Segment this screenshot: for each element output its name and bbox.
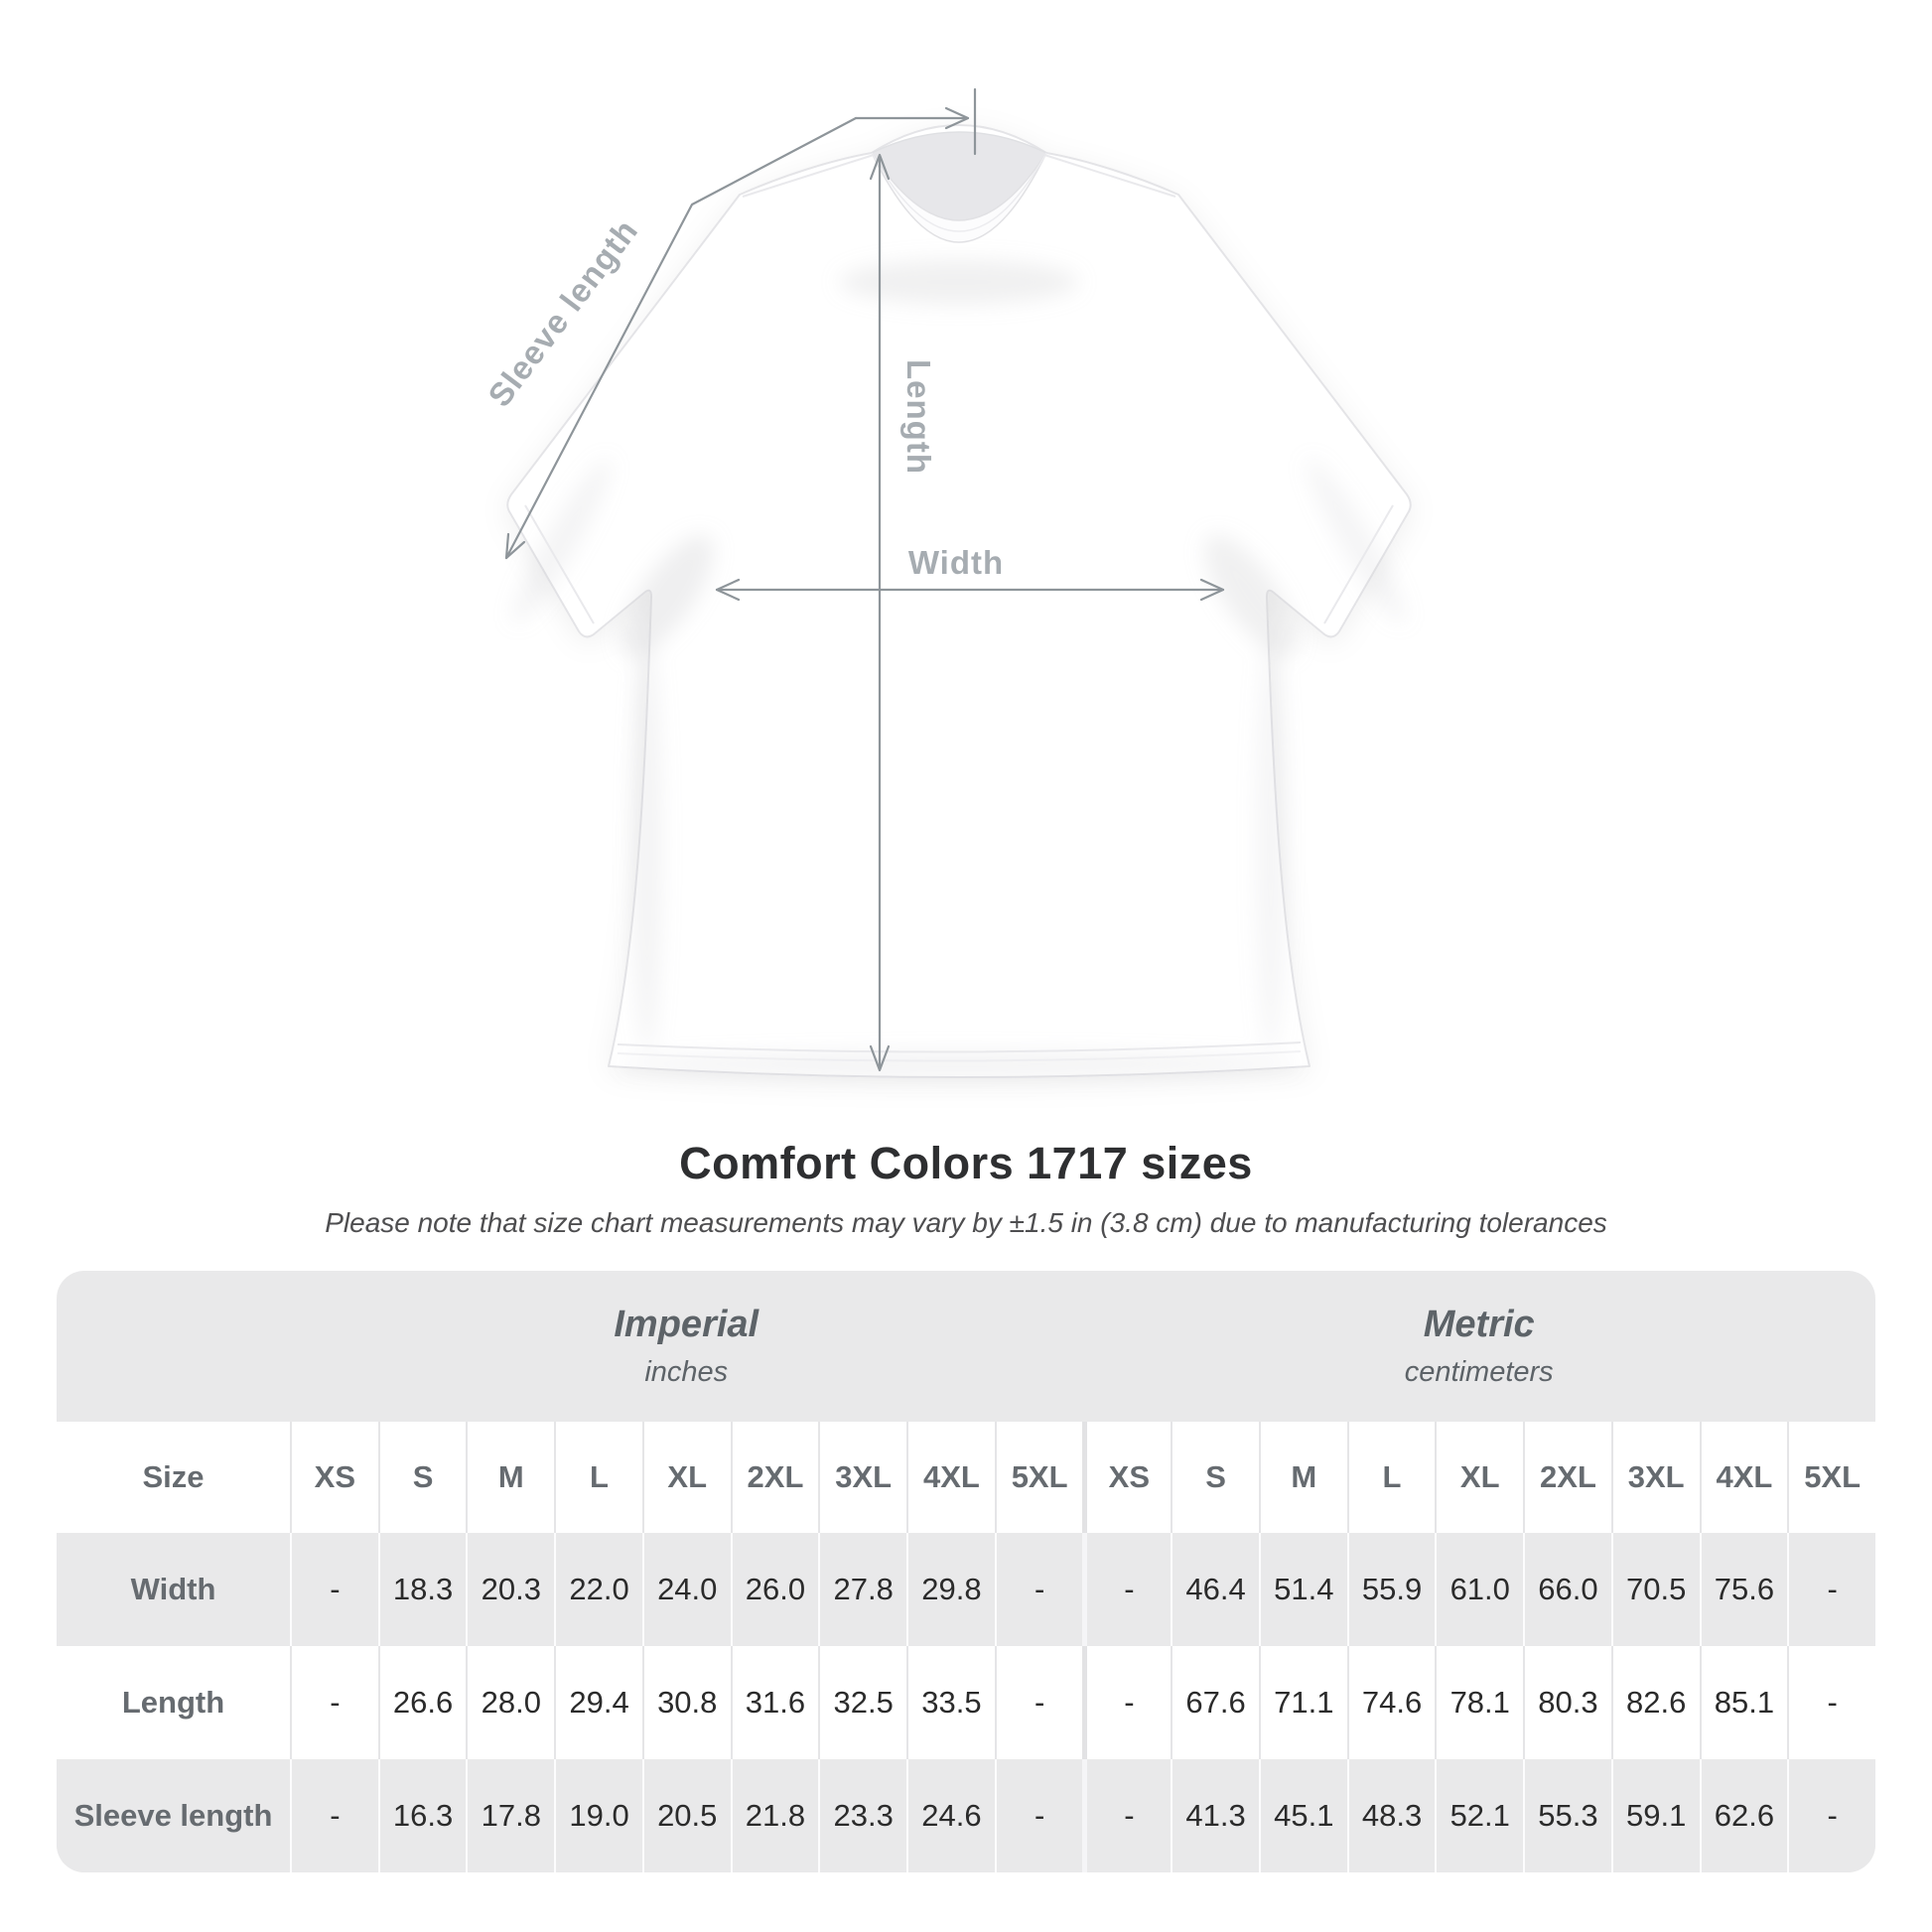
value-cell: - (994, 1533, 1083, 1646)
value-cell: 48.3 (1346, 1759, 1436, 1872)
value-cell: - (1082, 1646, 1172, 1759)
row-label-cell: Sleeve length (57, 1759, 290, 1872)
value-cell: 61.0 (1435, 1533, 1524, 1646)
size-header-cell: XS (290, 1422, 378, 1533)
value-cell: - (1787, 1759, 1875, 1872)
length-arrow (869, 153, 891, 1072)
collar-seam (871, 152, 1047, 232)
value-cell: - (994, 1646, 1083, 1759)
size-header-cell: XS (1082, 1422, 1172, 1533)
value-cell: 80.3 (1523, 1646, 1611, 1759)
value-cell: - (1082, 1533, 1172, 1646)
value-cell: 85.1 (1699, 1646, 1788, 1759)
metric-group-title: Metric (1423, 1304, 1535, 1345)
page-title: Comfort Colors 1717 sizes (679, 1138, 1253, 1188)
value-cell: 23.3 (818, 1759, 907, 1872)
value-cell: 17.8 (466, 1759, 555, 1872)
value-cell: 66.0 (1523, 1533, 1611, 1646)
value-cell: 31.6 (730, 1646, 819, 1759)
size-header-cell: M (466, 1422, 555, 1533)
size-table: Imperial inches Metric centimeters Size … (57, 1271, 1875, 1872)
value-cell: 26.0 (730, 1533, 819, 1646)
size-header-cell: M (1258, 1422, 1347, 1533)
value-cell: - (1787, 1533, 1875, 1646)
size-header-cell: 2XL (730, 1422, 819, 1533)
value-cell: 70.5 (1610, 1533, 1700, 1646)
size-header-cell: 5XL (1787, 1422, 1875, 1533)
value-cell: 18.3 (377, 1533, 467, 1646)
value-cell: 26.6 (377, 1646, 467, 1759)
value-cell: 55.3 (1523, 1759, 1611, 1872)
value-cell: 74.6 (1346, 1646, 1436, 1759)
value-cell: 24.0 (641, 1533, 731, 1646)
value-cell: - (290, 1646, 378, 1759)
size-header-cell: S (377, 1422, 467, 1533)
value-cell: 75.6 (1699, 1533, 1788, 1646)
size-header-cell: L (554, 1422, 642, 1533)
size-header-cell: 3XL (1610, 1422, 1700, 1533)
value-cell: 28.0 (466, 1646, 555, 1759)
value-cell: 20.5 (641, 1759, 731, 1872)
value-cell: 19.0 (554, 1759, 642, 1872)
measurement-arrows (504, 87, 1225, 1072)
imperial-group-title: Imperial (614, 1304, 759, 1345)
width-label: Width (908, 544, 1004, 581)
imperial-group-header: Imperial inches (290, 1271, 1082, 1422)
size-column-header: Size (57, 1422, 290, 1533)
metric-group-header: Metric centimeters (1082, 1271, 1875, 1422)
size-header-cell: 2XL (1523, 1422, 1611, 1533)
tshirt-seams (524, 154, 1394, 1062)
value-cell: 32.5 (818, 1646, 907, 1759)
value-cell: 21.8 (730, 1759, 819, 1872)
value-cell: 45.1 (1258, 1759, 1347, 1872)
size-header-cell: 4XL (1699, 1422, 1788, 1533)
size-header-cell: XL (1435, 1422, 1524, 1533)
value-cell: 59.1 (1610, 1759, 1700, 1872)
value-cell: 62.6 (1699, 1759, 1788, 1872)
value-cell: 29.8 (906, 1533, 995, 1646)
metric-group-unit: centimeters (1404, 1356, 1554, 1388)
value-cell: 71.1 (1258, 1646, 1347, 1759)
size-header-cell: 5XL (994, 1422, 1083, 1533)
tolerance-note: Please note that size chart measurements… (325, 1207, 1607, 1238)
size-header-cell: S (1171, 1422, 1259, 1533)
value-cell: 24.6 (906, 1759, 995, 1872)
tshirt-illustration (506, 124, 1412, 1078)
value-cell: - (290, 1759, 378, 1872)
value-cell: - (994, 1759, 1083, 1872)
value-cell: 55.9 (1346, 1533, 1436, 1646)
value-cell: 33.5 (906, 1646, 995, 1759)
value-cell: 78.1 (1435, 1646, 1524, 1759)
value-cell: 29.4 (554, 1646, 642, 1759)
row-label-cell: Width (57, 1533, 290, 1646)
value-cell: 41.3 (1171, 1759, 1259, 1872)
size-header-cell: XL (641, 1422, 731, 1533)
value-cell: 16.3 (377, 1759, 467, 1872)
value-cell: 20.3 (466, 1533, 555, 1646)
value-cell: 51.4 (1258, 1533, 1347, 1646)
table-corner-cell (57, 1271, 290, 1422)
value-cell: - (290, 1533, 378, 1646)
value-cell: 52.1 (1435, 1759, 1524, 1872)
size-header-cell: L (1346, 1422, 1436, 1533)
value-cell: - (1787, 1646, 1875, 1759)
size-header-cell: 4XL (906, 1422, 995, 1533)
value-cell: 46.4 (1171, 1533, 1259, 1646)
value-cell: - (1082, 1759, 1172, 1872)
sleeve-length-arrow (504, 87, 977, 560)
value-cell: 30.8 (641, 1646, 731, 1759)
value-cell: 82.6 (1610, 1646, 1700, 1759)
tshirt-measurement-diagram: Sleeve length Length Width (481, 87, 1412, 1078)
imperial-group-unit: inches (644, 1356, 729, 1388)
value-cell: 22.0 (554, 1533, 642, 1646)
value-cell: 27.8 (818, 1533, 907, 1646)
length-label: Length (900, 359, 937, 475)
value-cell: 67.6 (1171, 1646, 1259, 1759)
row-label-cell: Length (57, 1646, 290, 1759)
width-arrow (715, 578, 1225, 602)
size-header-cell: 3XL (818, 1422, 907, 1533)
